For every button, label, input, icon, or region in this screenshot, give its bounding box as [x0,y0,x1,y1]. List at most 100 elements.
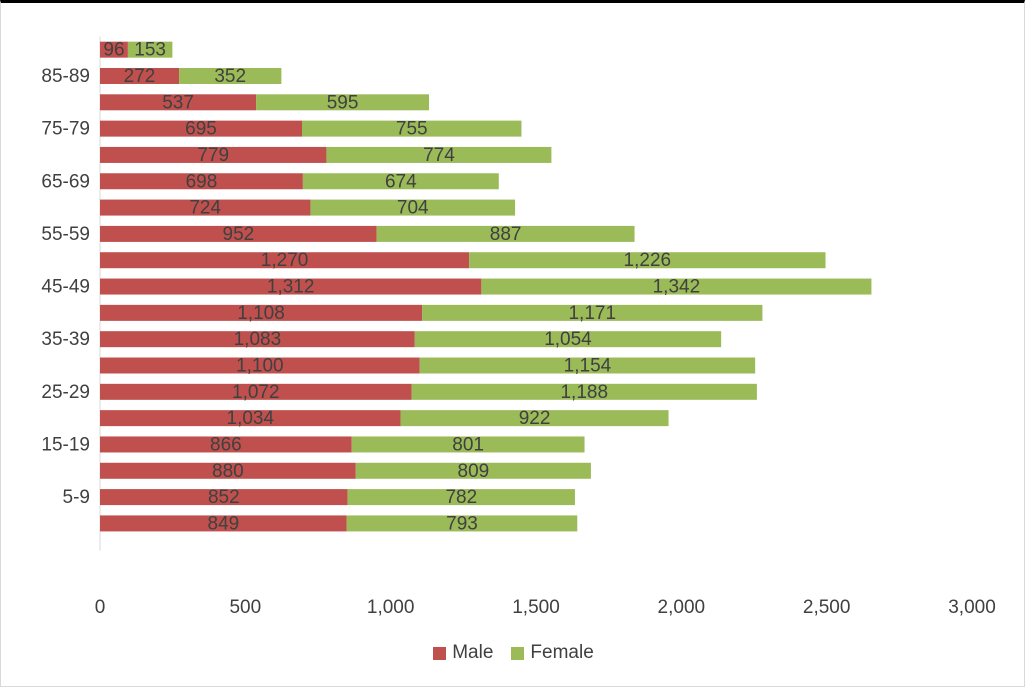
bar-male-70-74 [100,146,327,163]
data-label-female-50-54: 1,226 [624,250,672,271]
bar-male-15-19 [100,436,352,453]
bar-female-80-84 [256,94,430,111]
data-label-female-60-64: 704 [397,198,429,219]
data-label-female-65-69: 674 [385,171,417,192]
x-tick-label-0: 0 [95,597,106,618]
bar-male-25-29 [100,383,412,400]
bar-male-50-54 [100,252,470,269]
bar-male-55-59 [100,225,377,242]
bar-female-30-34 [419,357,756,374]
data-label-female-20-24: 922 [519,408,551,429]
data-label-male-75-79: 695 [185,119,217,140]
data-label-female-0-4: 793 [446,513,478,534]
bar-female-15-19 [351,436,585,453]
bar-male-30-34 [100,357,420,374]
y-tick-label-45-49: 45-49 [41,277,90,298]
bar-male-45-49 [100,278,482,295]
bar-female-60-64 [310,199,516,216]
bar-female-70-74 [326,146,552,163]
bar-male-90+ [100,41,128,58]
bar-female-40-44 [422,304,763,321]
bar-male-35-39 [100,331,415,348]
data-label-female-35-39: 1,054 [544,329,592,350]
bar-female-0-4 [346,515,578,532]
population-chart: 849 793 852 782 5-9 880 809 866 801 15-19 1,034 922… [41,36,996,618]
data-label-male-25-29: 1,072 [232,382,280,403]
data-label-female-85-89: 352 [214,66,246,87]
data-label-female-55-59: 887 [490,224,522,245]
data-label-female-75-79: 755 [396,119,428,140]
data-label-male-5-9: 852 [208,487,240,508]
data-label-male-10-14: 880 [212,461,244,482]
bar-male-40-44 [100,304,423,321]
x-tick-label-3000: 3,000 [948,597,996,618]
data-label-male-70-74: 779 [197,145,229,166]
bar-male-85-89 [100,67,180,84]
bar-female-35-39 [414,331,722,348]
bar-female-55-59 [376,225,635,242]
bar-male-5-9 [100,489,348,506]
bar-female-85-89 [179,67,282,84]
bar-male-75-79 [100,120,303,137]
data-label-female-40-44: 1,171 [568,303,616,324]
data-label-male-65-69: 698 [186,171,218,192]
bar-female-5-9 [347,489,575,506]
x-tick-label-1500: 1,500 [512,597,560,618]
bar-female-45-49 [481,278,872,295]
y-tick-label-85-89: 85-89 [41,66,90,87]
data-label-male-90+: 96 [103,40,124,61]
data-label-male-60-64: 724 [189,198,221,219]
y-tick-label-5-9: 5-9 [63,487,90,508]
bar-female-10-14 [355,462,591,479]
data-label-male-55-59: 952 [223,224,255,245]
legend-item-male: Male [433,642,493,664]
bar-female-20-24 [400,410,669,427]
bar-male-60-64 [100,199,311,216]
y-tick-label-35-39: 35-39 [41,329,90,350]
bar-male-20-24 [100,410,401,427]
data-label-male-0-4: 849 [208,513,240,534]
bar-male-10-14 [100,462,356,479]
data-label-male-40-44: 1,108 [237,303,285,324]
legend-swatch-male [433,646,447,660]
bar-female-65-69 [302,173,499,190]
data-label-male-80-84: 537 [162,92,194,113]
data-label-male-30-34: 1,100 [236,356,284,377]
data-label-male-85-89: 272 [124,66,156,87]
data-label-male-50-54: 1,270 [261,250,309,271]
legend-label-female: Female [530,642,594,663]
bar-male-65-69 [100,173,303,190]
data-label-female-15-19: 801 [452,434,484,455]
y-tick-label-55-59: 55-59 [41,224,90,245]
y-tick-label-65-69: 65-69 [41,171,90,192]
data-label-female-45-49: 1,342 [653,277,701,298]
legend-item-female: Female [511,642,594,664]
data-label-female-10-14: 809 [458,461,490,482]
x-tick-label-500: 500 [229,597,261,618]
legend-label-male: Male [452,642,494,663]
bar-female-90+ [127,41,173,58]
data-label-female-5-9: 782 [445,487,477,508]
data-label-female-70-74: 774 [423,145,455,166]
x-tick-label-2500: 2,500 [803,597,851,618]
x-tick-label-2000: 2,000 [658,597,706,618]
data-label-female-25-29: 1,188 [560,382,608,403]
bar-male-80-84 [100,94,257,111]
bar-female-75-79 [302,120,522,137]
bar-female-50-54 [469,252,826,269]
y-tick-label-25-29: 25-29 [41,382,90,403]
data-label-female-30-34: 1,154 [564,356,612,377]
y-tick-label-15-19: 15-19 [41,434,90,455]
legend: Male Female [1,641,1025,665]
bar-female-25-29 [411,383,757,400]
y-tick-label-75-79: 75-79 [41,119,90,140]
data-label-male-45-49: 1,312 [267,277,315,298]
data-label-female-80-84: 595 [327,92,359,113]
bar-male-0-4 [100,515,347,532]
x-tick-label-1000: 1,000 [367,597,415,618]
data-label-male-15-19: 866 [210,434,242,455]
data-label-male-35-39: 1,083 [234,329,282,350]
data-label-female-90+: 153 [134,40,166,61]
legend-swatch-female [511,646,525,660]
